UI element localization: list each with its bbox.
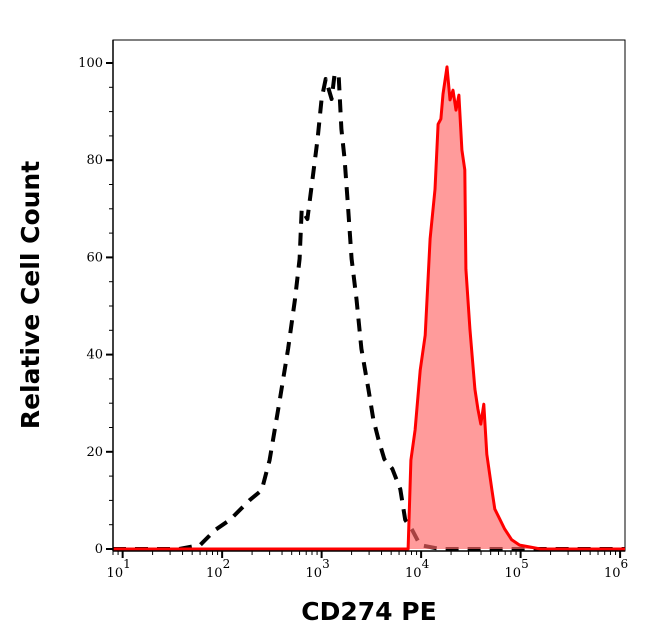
series-0-line	[113, 72, 625, 551]
y-tick-label: 0	[95, 542, 103, 557]
y-tick-label: 60	[86, 250, 103, 265]
y-axis: 0 20 40 60 80 100	[78, 40, 114, 557]
x-axis-title: CD274 PE	[301, 597, 436, 626]
series-1-line	[113, 65, 625, 551]
series-1-fill	[113, 66, 625, 550]
x-tick-exponent: 1	[123, 557, 131, 571]
plot-border	[112, 39, 626, 552]
x-tick-label: 105	[505, 557, 529, 581]
x-tick-label: 106	[604, 557, 628, 581]
y-tick-label: 40	[86, 348, 103, 363]
x-tick-label: 103	[306, 557, 330, 581]
y-tick-label: 20	[86, 445, 103, 460]
x-tick-base: 10	[405, 566, 422, 581]
x-tick-exponent: 3	[322, 557, 330, 571]
y-axis-title: Relative Cell Count	[16, 161, 45, 429]
series-layer	[113, 65, 625, 551]
x-tick-exponent: 4	[422, 557, 430, 571]
x-tick-base: 10	[505, 566, 522, 581]
x-tick-label: 101	[107, 557, 131, 581]
x-tick-base: 10	[306, 566, 323, 581]
x-tick-label: 102	[206, 557, 230, 581]
x-tick-base: 10	[107, 566, 124, 581]
plot-frame	[112, 39, 626, 552]
x-tick-exponent: 5	[521, 557, 529, 571]
x-tick-label: 104	[405, 557, 430, 581]
x-tick-base: 10	[206, 566, 223, 581]
x-tick-exponent: 6	[621, 557, 629, 571]
y-tick-label: 80	[86, 153, 103, 168]
x-tick-exponent: 2	[223, 557, 231, 571]
x-tick-base: 10	[604, 566, 621, 581]
y-tick-label: 100	[78, 56, 103, 71]
